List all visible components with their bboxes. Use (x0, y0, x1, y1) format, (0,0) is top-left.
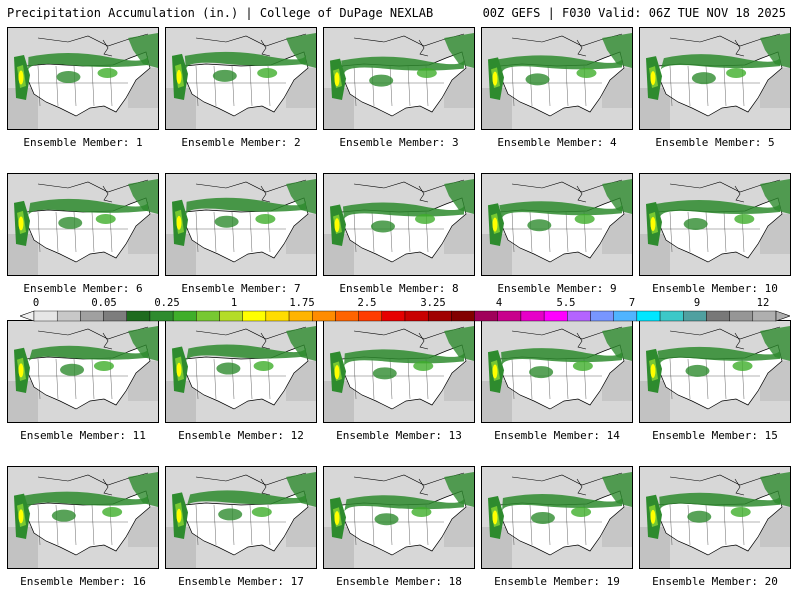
colorbar-swatch (335, 310, 359, 322)
colorbar-swatch (172, 310, 197, 322)
member-label: Ensemble Member: 9 (497, 282, 617, 295)
chart-title: Precipitation Accumulation (in.) | Colle… (7, 6, 434, 20)
colorbar-swatch (520, 310, 545, 322)
colorbar-tick-label: 4 (495, 297, 503, 309)
member-label: Ensemble Member: 19 (494, 575, 620, 588)
member-map (481, 320, 633, 423)
member-map (165, 173, 317, 276)
colorbar-swatch (683, 310, 707, 322)
member-label: Ensemble Member: 16 (20, 575, 146, 588)
member-label: Ensemble Member: 8 (339, 282, 459, 295)
colorbar-swatch (636, 310, 661, 322)
colorbar-swatch (427, 310, 452, 322)
member-map (323, 466, 475, 569)
member-map (165, 27, 317, 130)
colorbar-swatch (196, 310, 220, 322)
colorbar-swatch (56, 310, 81, 322)
member-label: Ensemble Member: 13 (336, 429, 462, 442)
member-label: Ensemble Member: 20 (652, 575, 778, 588)
member-label: Ensemble Member: 11 (20, 429, 146, 442)
member-label: Ensemble Member: 7 (181, 282, 301, 295)
member-map (481, 466, 633, 569)
member-label: Ensemble Member: 6 (23, 282, 143, 295)
colorbar-swatch (265, 310, 290, 322)
member-map (639, 466, 791, 569)
run-info: 00Z GEFS | F030 Valid: 06Z TUE NOV 18 20… (482, 6, 786, 20)
member-map (7, 320, 159, 423)
colorbar-swatch (613, 310, 638, 322)
colorbar-swatch (451, 310, 475, 322)
colorbar-tick-label: 12 (756, 297, 770, 309)
member-map (323, 27, 475, 130)
member-label: Ensemble Member: 17 (178, 575, 304, 588)
member-map (481, 27, 633, 130)
colorbar-tick-label: 0.05 (91, 297, 117, 309)
member-label: Ensemble Member: 14 (494, 429, 620, 442)
colorbar-tick-label: 7 (628, 297, 636, 309)
colorbar-swatch (474, 310, 498, 322)
colorbar-swatch (497, 310, 522, 322)
colorbar-swatch (358, 310, 383, 322)
colorbar-swatch (590, 310, 614, 322)
colorbar-swatch (381, 310, 406, 322)
colorbar-tick-label: 3.25 (420, 297, 446, 309)
member-map (481, 173, 633, 276)
member-map (165, 320, 317, 423)
member-label: Ensemble Member: 1 (23, 136, 143, 149)
colorbar-swatch (126, 310, 151, 322)
colorbar-swatch (242, 310, 267, 322)
member-map (7, 27, 159, 130)
colorbar-tick-label: 1.75 (289, 297, 315, 309)
colorbar-swatch (219, 310, 243, 322)
colorbar-tick-label: 1 (230, 297, 238, 309)
colorbar-tick-label: 0 (32, 297, 40, 309)
member-map (639, 173, 791, 276)
colorbar-swatch (404, 310, 429, 322)
member-label: Ensemble Member: 12 (178, 429, 304, 442)
member-map (323, 320, 475, 423)
member-label: Ensemble Member: 5 (655, 136, 775, 149)
member-map (639, 320, 791, 423)
member-label: Ensemble Member: 3 (339, 136, 459, 149)
colorbar-tick-label: 0.25 (154, 297, 180, 309)
member-map (323, 173, 475, 276)
colorbar-swatch (312, 310, 336, 322)
colorbar-swatch (288, 310, 313, 322)
colorbar-swatch (103, 310, 127, 322)
colorbar-swatch (149, 310, 174, 322)
colorbar-tick-label: 9 (693, 297, 701, 309)
colorbar-swatch (729, 310, 754, 322)
colorbar-swatch (543, 310, 568, 322)
colorbar-left-arrow (20, 310, 35, 322)
colorbar-right-arrow (775, 310, 790, 322)
member-label: Ensemble Member: 2 (181, 136, 301, 149)
member-map (165, 466, 317, 569)
colorbar-swatch (33, 310, 58, 322)
member-label: Ensemble Member: 4 (497, 136, 617, 149)
colorbar-swatch (706, 310, 730, 322)
member-map (7, 466, 159, 569)
member-map (639, 27, 791, 130)
colorbar-swatch (752, 310, 777, 322)
colorbar-swatch (80, 310, 104, 322)
colorbar-tick-label: 5.5 (556, 297, 576, 309)
colorbar (20, 310, 790, 322)
member-map (7, 173, 159, 276)
colorbar-tick-label: 2.5 (357, 297, 377, 309)
colorbar-swatch (567, 310, 591, 322)
colorbar-swatch (659, 310, 684, 322)
member-label: Ensemble Member: 10 (652, 282, 778, 295)
member-label: Ensemble Member: 18 (336, 575, 462, 588)
member-label: Ensemble Member: 15 (652, 429, 778, 442)
